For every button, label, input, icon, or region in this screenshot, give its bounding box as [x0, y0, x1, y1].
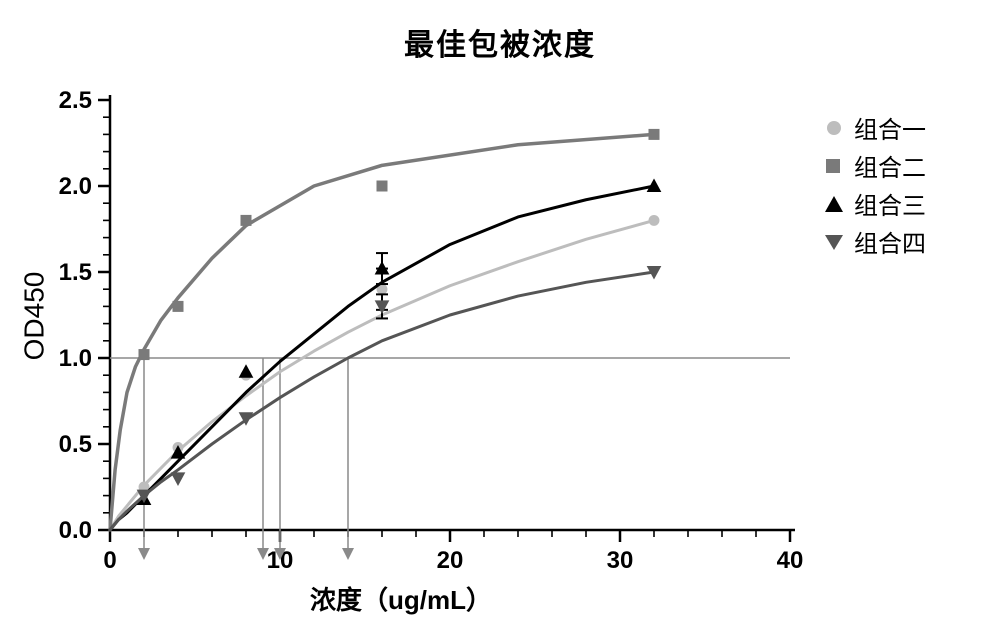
svg-text:40: 40 [777, 547, 804, 574]
legend-marker-triangle-up [820, 194, 848, 214]
svg-text:0.5: 0.5 [59, 431, 92, 458]
legend-item-4: 组合四 [820, 224, 926, 259]
legend-item-2: 组合二 [820, 148, 926, 183]
svg-text:2.5: 2.5 [59, 87, 92, 114]
svg-text:2.0: 2.0 [59, 173, 92, 200]
svg-text:20: 20 [437, 547, 464, 574]
svg-text:0: 0 [103, 547, 116, 574]
chart-title: 最佳包被浓度 [0, 20, 1000, 64]
legend-label-4: 组合四 [854, 224, 926, 259]
legend-marker-circle [820, 118, 848, 138]
legend-item-1: 组合一 [820, 110, 926, 145]
x-axis-label: 浓度（ug/mL） [310, 580, 492, 617]
svg-text:30: 30 [607, 547, 634, 574]
legend-marker-triangle-down [820, 232, 848, 252]
legend-item-3: 组合三 [820, 186, 926, 221]
legend-label-3: 组合三 [854, 186, 926, 221]
svg-text:1.0: 1.0 [59, 345, 92, 372]
svg-text:0.0: 0.0 [59, 517, 92, 544]
svg-text:1.5: 1.5 [59, 259, 92, 286]
legend-label-1: 组合一 [854, 110, 926, 145]
legend-marker-square [820, 156, 848, 176]
chart-container: 0.00.51.01.52.02.5010203040 OD450 浓度（ug/… [10, 60, 990, 620]
y-axis-label: OD450 [18, 272, 50, 361]
legend-label-2: 组合二 [854, 148, 926, 183]
